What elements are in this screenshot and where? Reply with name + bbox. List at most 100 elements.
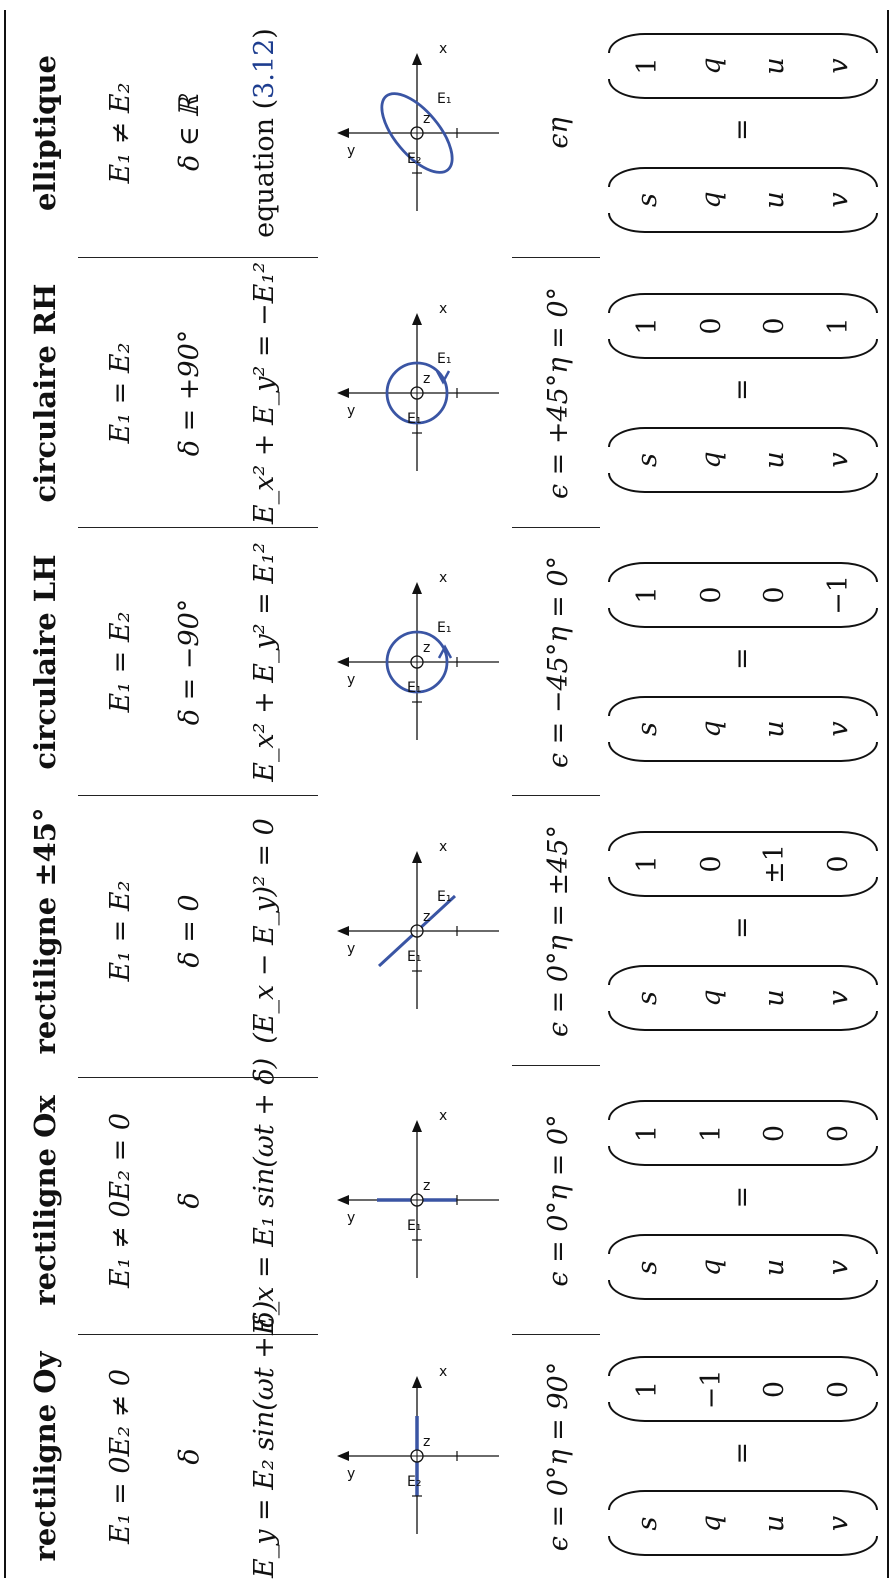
phase-condition: δ = −90°	[174, 598, 205, 726]
stokes-value: 1	[822, 317, 854, 335]
stokes-symbol: q	[695, 191, 727, 209]
column-1: rectiligne Oy E₁ = 0E₂ ≠ 0 δ E_y = E₂ sin(ω…	[0, 1301, 893, 1578]
x-arrow-icon	[412, 1120, 422, 1133]
stokes-equation: s q u v = 1 1 0 0	[600, 1066, 885, 1335]
diagram-label: E₁	[437, 91, 451, 107]
angle-text: ϵ = 0°	[543, 1465, 574, 1552]
stokes-symbol: u	[759, 989, 791, 1007]
angle-text: η = 0°	[543, 555, 574, 643]
stokes-symbol: u	[759, 1514, 791, 1533]
condition-text: E₂ = 0	[105, 1113, 136, 1201]
stokes-value-entries: 1 1 0 0	[616, 1101, 870, 1167]
stokes-symbol: v	[822, 1515, 854, 1532]
polarization-curve	[385, 361, 449, 425]
ellipticity-angles: ϵ = +45°η = 0°	[520, 258, 598, 528]
stokes-equation: s q u v = 1 0 0 1	[600, 258, 885, 528]
stokes-value: 0	[759, 586, 791, 604]
diagram-label: E₁	[407, 949, 421, 965]
field-equation: equation (3.12)	[230, 8, 300, 258]
stokes-value-vector: 1 q u v	[608, 33, 878, 99]
stokes-value: 0	[695, 586, 727, 604]
diagram-label: z	[423, 909, 430, 925]
phase-condition: δ = +90°	[174, 329, 205, 457]
stokes-symbol: s	[632, 722, 664, 736]
stokes-symbol: q	[695, 451, 727, 469]
rotation-arrow-icon	[435, 370, 451, 385]
diagram-label: x	[439, 570, 447, 586]
diagram-label: x	[439, 1109, 447, 1125]
stokes-value: q	[695, 57, 727, 75]
y-arrow-icon	[337, 1195, 349, 1206]
stokes-symbol: q	[695, 720, 727, 738]
angle-text: η = 90°	[543, 1361, 574, 1466]
x-arrow-icon	[412, 851, 422, 863]
condition-text: E₁ ≠ 0	[105, 1200, 136, 1289]
y-arrow-icon	[337, 657, 349, 667]
field-equation: E_x² + E_y² = −E₁²	[249, 261, 280, 525]
stokes-symbol: v	[822, 1259, 854, 1276]
condition-text: E₂ ≠ 0	[105, 1369, 136, 1457]
stokes-symbol: v	[822, 452, 854, 468]
phase-condition: δ	[174, 1192, 205, 1209]
diagram-label: E₂	[407, 151, 421, 167]
stokes-value: 0	[759, 1124, 791, 1143]
phase-condition: δ ∈ ℝ	[174, 95, 205, 171]
x-arrow-icon	[412, 582, 422, 594]
amplitude-condition: E₁ ≠ 0E₂ = 0	[88, 1066, 154, 1335]
stokes-value: 1	[632, 586, 664, 604]
y-arrow-icon	[337, 1451, 349, 1462]
stokes-value: −1	[695, 1369, 727, 1410]
stokes-value-entries: 1 0 ±1 0	[616, 831, 870, 897]
equation-reference-link[interactable]: 3.12	[249, 38, 280, 99]
polarization-diagram-svg: y x z E₂	[337, 1365, 499, 1535]
column-4: circulaire LH E₁ = E₂ δ = −90° E_x² + E_y² …	[0, 528, 893, 796]
stokes-vector-equation: s q u v = 1 1 0 0	[600, 1066, 885, 1335]
angle-text: ϵ = 0°	[543, 951, 574, 1038]
diagram-label: x	[439, 41, 447, 57]
stokes-symbol: u	[759, 451, 791, 469]
condition-text: E₁ ≠ E₂	[105, 82, 136, 184]
column-2: rectiligne Ox E₁ ≠ 0E₂ = 0 δ E_x = E₁ sin(ω…	[0, 1058, 893, 1335]
angle-text: ϵ	[543, 133, 574, 149]
stokes-value: 1	[632, 57, 664, 75]
stokes-value-vector: 1 0 0 1	[608, 293, 878, 359]
diagram-label: y	[347, 143, 355, 159]
stokes-value-vector: 1 0 0 −1	[608, 562, 878, 628]
column-heading: rectiligne Oy	[28, 1351, 62, 1562]
diagram-label: E₁	[407, 411, 421, 427]
amplitude-condition: E₁ ≠ E₂	[88, 8, 154, 258]
diagram-label: x	[439, 839, 447, 855]
column-heading: rectiligne ±45°	[28, 807, 62, 1055]
field-equation: (E_x − E_y)² = 0	[249, 818, 280, 1044]
stokes-value: 1	[695, 1124, 727, 1143]
x-arrow-icon	[412, 1376, 422, 1389]
angle-text: ϵ = −45°	[543, 642, 574, 769]
stokes-value: u	[759, 57, 791, 75]
equals-sign: =	[727, 378, 758, 401]
stokes-equation: s q u v = 1 q u v	[600, 8, 885, 258]
condition-text: E₁ = E₂	[105, 611, 136, 713]
stokes-symbol: v	[822, 721, 854, 737]
rotation-arrow-icon	[437, 644, 453, 659]
polarization-diagram-svg: y x z E₁	[337, 1109, 499, 1279]
polarization-diagram: y x z E₁ E₁	[322, 796, 510, 1066]
stokes-value: 1	[632, 1124, 664, 1143]
stokes-equation: s q u v = 1 0 ±1 0	[600, 796, 885, 1066]
diagram-label: z	[423, 111, 430, 127]
diagram-label: E₁	[407, 680, 421, 696]
stokes-value: 0	[759, 317, 791, 335]
polarization-diagram-svg: y x z E₂ E₁	[337, 41, 499, 211]
angle-text: ϵ = 0°	[543, 1201, 574, 1287]
angle-text: η = 0°	[543, 1114, 574, 1202]
stokes-symbol: v	[822, 990, 854, 1006]
column-3: rectiligne ±45° E₁ = E₂ δ = 0 (E_x − E_y)² …	[0, 796, 893, 1066]
stokes-equation: s q u v = 1 0 0 −1	[600, 528, 885, 796]
stokes-symbol: q	[695, 989, 727, 1007]
x-arrow-icon	[412, 53, 422, 65]
